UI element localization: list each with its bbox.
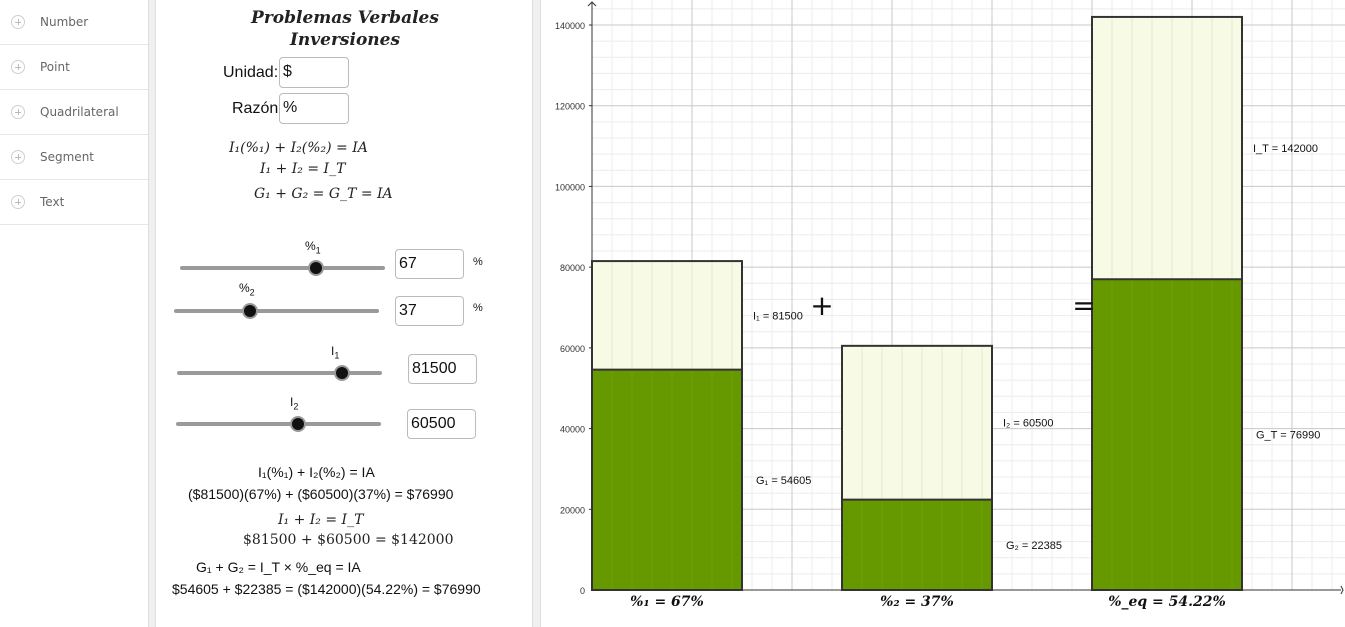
algebra-sidebar: Number Point Quadrilateral Segment Text (0, 0, 149, 627)
pct1-input[interactable]: 67 (395, 249, 464, 279)
total-label: I₁ = 81500 (753, 310, 803, 322)
unit-input[interactable]: $ (279, 57, 349, 88)
y-tick-label: 120000 (555, 102, 585, 112)
formula-investment: I₁(%₁) + I₂(%₂) = IA (229, 140, 368, 156)
operator-sign: = (1072, 289, 1095, 322)
sidebar-item-label: Number (40, 15, 89, 29)
slider-handle-i2[interactable] (290, 416, 306, 432)
sidebar-item-point[interactable]: Point (0, 45, 148, 90)
pct2-input[interactable]: 37 (395, 296, 464, 326)
i1-input[interactable]: 81500 (408, 354, 477, 384)
calc-gain-values: $54605 + $22385 = ($142000)(54.22%) = $7… (172, 581, 481, 597)
y-tick-label: 80000 (560, 263, 585, 273)
plus-icon[interactable] (11, 150, 25, 164)
y-axis-arrow (587, 1, 597, 7)
plus-icon[interactable] (11, 60, 25, 74)
total-label: I_T = 142000 (1253, 143, 1318, 155)
bar-outline (841, 344, 993, 592)
y-tick-label: 100000 (555, 182, 585, 192)
gain-label: G₂ = 22385 (1006, 540, 1062, 552)
sidebar-item-number[interactable]: Number (0, 0, 148, 45)
plus-icon[interactable] (11, 105, 25, 119)
calc-total-formula: I₁ + I₂ = I_T (278, 512, 364, 528)
plus-icon[interactable] (11, 15, 25, 29)
gain-label: G_T = 76990 (1256, 430, 1320, 442)
y-tick-label: 20000 (560, 505, 585, 515)
y-tick-label: 0 (580, 586, 585, 596)
calc-investment-values: ($81500)(67%) + ($60500)(37%) = $76990 (188, 486, 454, 502)
page-title: Problemas Verbales (251, 8, 439, 28)
y-tick-label: 40000 (560, 425, 585, 435)
ratio-input[interactable]: % (279, 93, 349, 124)
bar-outline (591, 260, 743, 591)
x-axis-arrow (1340, 585, 1344, 595)
y-tick-label: 140000 (555, 21, 585, 31)
sidebar-item-label: Text (40, 195, 65, 209)
bar-percent-label: %₁ = 67% (630, 594, 704, 610)
unit-label: Unidad: (223, 64, 279, 81)
sidebar-item-text[interactable]: Text (0, 180, 148, 225)
formula-gain: G₁ + G₂ = G_T = IA (254, 186, 393, 202)
controls-panel: Problemas Verbales Inversiones Unidad: $… (157, 0, 533, 627)
view-divider[interactable] (533, 0, 541, 627)
ratio-label: Razón (232, 100, 279, 117)
slider-label-i2: I2 (290, 395, 299, 412)
bar-chart: 0 20000 40000 60000 80000 100000 120000 140000 I… (555, 0, 1345, 610)
sidebar-item-label: Quadrilateral (40, 105, 119, 119)
slider-track-i2[interactable] (176, 422, 381, 426)
slider-handle-pct2[interactable] (242, 303, 258, 319)
sidebar-item-quadrilateral[interactable]: Quadrilateral (0, 90, 148, 135)
gain-label: G₁ = 54605 (756, 475, 811, 487)
bar-outline (1091, 15, 1243, 591)
pct1-unit: % (473, 256, 483, 268)
y-tick-label: 60000 (560, 344, 585, 354)
slider-track-pct1[interactable] (180, 266, 385, 270)
formula-total: I₁ + I₂ = I_T (260, 161, 346, 177)
view-divider[interactable] (149, 0, 156, 627)
calc-investment-formula: I₁(%₁) + I₂(%₂) = IA (258, 464, 375, 480)
slider-label-i1: I1 (331, 344, 340, 361)
sidebar-item-segment[interactable]: Segment (0, 135, 148, 180)
total-label: I₂ = 60500 (1003, 418, 1053, 430)
operator-sign: + (810, 289, 833, 322)
i2-input[interactable]: 60500 (407, 409, 476, 439)
chart-bars (591, 15, 1243, 592)
calc-total-values: $81500 + $60500 = $142000 (243, 532, 454, 548)
slider-handle-pct1[interactable] (308, 260, 324, 276)
slider-track-i1[interactable] (177, 371, 382, 375)
sidebar-item-label: Point (40, 60, 70, 74)
bar-gain (592, 369, 742, 590)
slider-track-pct2[interactable] (174, 309, 379, 313)
slider-handle-i1[interactable] (334, 365, 350, 381)
plus-icon[interactable] (11, 195, 25, 209)
bar-gain (1092, 279, 1242, 590)
pct2-unit: % (473, 302, 483, 314)
slider-label-pct2: %2 (239, 281, 255, 298)
page-subtitle: Inversiones (289, 30, 401, 50)
sidebar-item-label: Segment (40, 150, 94, 164)
bar-percent-label: %₂ = 37% (880, 594, 954, 610)
calc-gain-formula: G₁ + G₂ = I_T × %_eq = IA (196, 559, 361, 575)
bar-gain (842, 499, 992, 590)
chart-labels: 0 20000 40000 60000 80000 100000 120000 140000 I… (555, 21, 1320, 610)
slider-label-pct1: %1 (305, 239, 321, 256)
bar-percent-label: %_eq = 54.22% (1108, 594, 1226, 610)
